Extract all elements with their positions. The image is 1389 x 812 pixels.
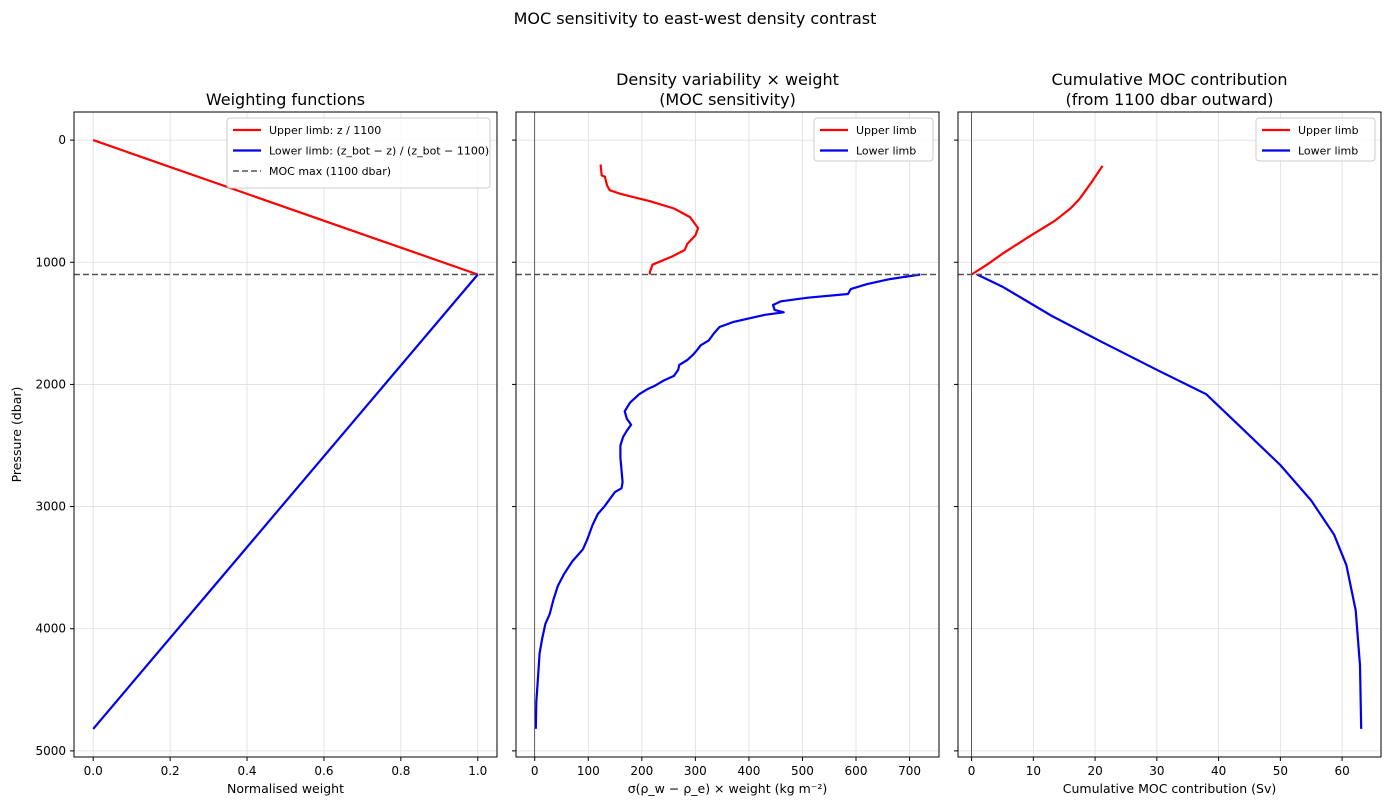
x-tick-label: 0.0 bbox=[84, 764, 103, 778]
panel-title: (from 1100 dbar outward) bbox=[1066, 90, 1274, 109]
legend-box bbox=[226, 117, 491, 189]
series-line-upper-limb bbox=[971, 165, 1104, 276]
panels: 0.0 0.2 0.4 0.6 0.8 1.0010002000300040005000N… bbox=[35, 70, 1382, 796]
panel-title: Density variability × weight bbox=[616, 70, 839, 89]
x-tick-label: 500 bbox=[791, 764, 814, 778]
y-tick-label: 3000 bbox=[35, 500, 66, 514]
legend-entry: Upper limb bbox=[856, 124, 917, 137]
y-tick-label: 1000 bbox=[35, 255, 66, 269]
x-tick-label: 0.2 bbox=[161, 764, 180, 778]
axes-frame bbox=[515, 111, 940, 758]
x-tick-label: 10 bbox=[1026, 764, 1041, 778]
x-tick-label: 0 bbox=[968, 764, 976, 778]
panel-title: Cumulative MOC contribution bbox=[1051, 70, 1287, 89]
panel-title: (MOC sensitivity) bbox=[659, 90, 796, 109]
x-tick-label: 600 bbox=[845, 764, 868, 778]
series-line-lower-limb bbox=[534, 273, 921, 729]
x-axis-label: Cumulative MOC contribution (Sv) bbox=[1063, 781, 1276, 796]
x-tick-label: 200 bbox=[630, 764, 653, 778]
axes-frame bbox=[73, 111, 498, 758]
x-tick-label: 400 bbox=[737, 764, 760, 778]
x-tick-label: 30 bbox=[1149, 764, 1164, 778]
x-axis-label: Normalised weight bbox=[227, 781, 344, 796]
legend: Upper limb Lower limb bbox=[1255, 117, 1376, 162]
panel-2: 0 100 200 300 400 500 600 700 σ(ρ_w − ρ_e) × wei… bbox=[512, 70, 940, 796]
x-tick-label: 60 bbox=[1334, 764, 1349, 778]
series-line-upper-limb bbox=[599, 164, 700, 275]
legend-entry: Lower limb bbox=[856, 145, 916, 158]
legend-entry: Upper limb bbox=[1298, 124, 1359, 137]
x-tick-label: 50 bbox=[1273, 764, 1288, 778]
x-tick-label: 0 bbox=[531, 764, 539, 778]
x-axis-label: σ(ρ_w − ρ_e) × weight (kg m⁻²) bbox=[628, 781, 828, 796]
y-tick-label: 2000 bbox=[35, 377, 66, 391]
legend: Upper limb Lower limb bbox=[813, 117, 934, 162]
x-tick-label: 40 bbox=[1211, 764, 1226, 778]
y-tick-label: 5000 bbox=[35, 744, 66, 758]
y-tick-label: 0 bbox=[58, 133, 66, 147]
legend: Upper limb: z / 1100 Lower limb: (z_bot −… bbox=[226, 117, 491, 189]
figure-suptitle: MOC sensitivity to east-west density con… bbox=[514, 9, 877, 28]
series-line-lower-limb bbox=[976, 273, 1363, 729]
y-tick-label: 4000 bbox=[35, 622, 66, 636]
x-tick-label: 100 bbox=[577, 764, 600, 778]
legend-entry: Lower limb bbox=[1298, 145, 1358, 158]
legend-entry: Upper limb: z / 1100 bbox=[269, 124, 381, 137]
x-tick-label: 0.6 bbox=[314, 764, 333, 778]
y-axis-label: Pressure (dbar) bbox=[9, 387, 24, 483]
series-line-upper-limb bbox=[92, 139, 479, 276]
series-line-lower-limb bbox=[92, 273, 479, 730]
panel-3: 0 10 20 30 40 50 60 Cumulative MOC contribution… bbox=[954, 70, 1382, 796]
axes-frame bbox=[957, 111, 1382, 758]
x-tick-label: 0.4 bbox=[237, 764, 256, 778]
x-tick-label: 700 bbox=[898, 764, 921, 778]
x-tick-label: 1.0 bbox=[468, 764, 487, 778]
x-tick-label: 0.8 bbox=[391, 764, 410, 778]
x-tick-label: 300 bbox=[684, 764, 707, 778]
panel-1: 0.0 0.2 0.4 0.6 0.8 1.0 0 1000 2000 3000 4000 5000 N… bbox=[35, 90, 498, 796]
panel-title: Weighting functions bbox=[206, 90, 365, 109]
legend-entry: Lower limb: (z_bot − z) / (z_bot − 1100) bbox=[269, 145, 489, 158]
x-tick-label: 20 bbox=[1087, 764, 1102, 778]
legend-entry: MOC max (1100 dbar) bbox=[269, 165, 391, 178]
